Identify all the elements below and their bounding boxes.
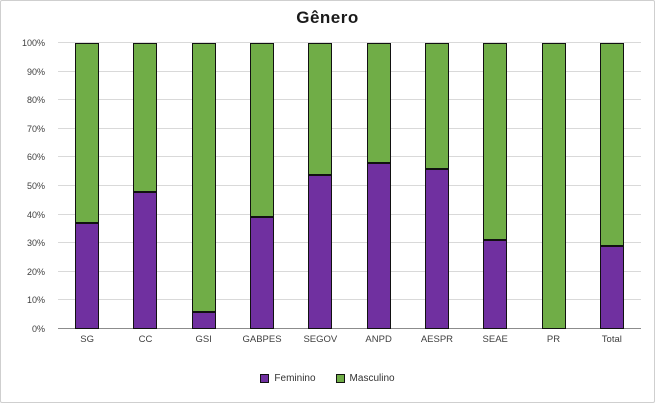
stacked-bar-anpd <box>366 43 391 329</box>
stacked-bar-aespr <box>424 43 449 329</box>
masculino-segment <box>191 43 216 312</box>
feminino-swatch <box>260 374 270 383</box>
legend-item-masculino: Masculino <box>335 373 395 384</box>
x-tick-label-cc: CC <box>138 334 153 345</box>
gridline <box>58 99 641 101</box>
gridline <box>58 42 641 43</box>
gridline <box>58 185 641 186</box>
chart-title: Gênero <box>296 8 359 27</box>
stacked-bar-cc <box>133 43 158 329</box>
legend-label-feminino: Feminino <box>274 373 316 384</box>
y-tick-label: 80% <box>26 95 45 106</box>
legend-item-feminino: Feminino <box>260 373 316 384</box>
masculino-swatch <box>335 374 345 383</box>
y-tick-label: 20% <box>26 266 45 277</box>
legend: Feminino Masculino <box>1 373 654 384</box>
feminino-segment <box>308 174 333 329</box>
masculino-segment <box>599 43 624 247</box>
bar-slot-total <box>583 43 641 329</box>
plot-area <box>58 42 641 329</box>
x-tick-label-pr: PR <box>546 334 561 345</box>
bar-slot-aespr <box>408 43 466 329</box>
bar-slot-pr <box>524 43 582 329</box>
y-tick-label: 50% <box>26 181 45 191</box>
y-tick-label: 10% <box>26 295 45 306</box>
x-tick-label-gabpes: GABPES <box>242 334 282 345</box>
bar-slot-cc <box>116 43 174 329</box>
masculino-segment <box>541 43 566 329</box>
feminino-segment <box>483 240 508 329</box>
gridline <box>58 299 641 301</box>
feminino-segment <box>366 163 391 329</box>
feminino-segment <box>133 191 158 329</box>
bar-slot-anpd <box>349 43 407 329</box>
y-tick-label: 70% <box>26 123 45 134</box>
y-axis-labels: 0% 10% 20% 30% 40% 50% 60% 70% 80% 90% 100% <box>1 38 51 334</box>
masculino-segment <box>250 43 275 218</box>
gridline <box>58 270 641 272</box>
masculino-segment <box>366 43 391 164</box>
feminino-segment <box>191 311 216 329</box>
bar-slot-gabpes <box>233 43 291 329</box>
bar-slot-segov <box>291 43 349 329</box>
gridline <box>58 70 641 72</box>
y-tick-label: 0% <box>31 324 45 334</box>
masculino-segment <box>424 43 449 169</box>
masculino-segment <box>75 43 100 224</box>
x-tick-label-sg: SG <box>80 334 95 345</box>
feminino-segment <box>250 217 275 329</box>
bars <box>58 43 641 329</box>
x-tick-label-segov: SEGOV <box>303 334 338 345</box>
x-tick-label-seae: SEAE <box>482 334 508 345</box>
y-tick-label: 30% <box>26 238 45 249</box>
stacked-bar-sg <box>75 43 100 329</box>
bar-slot-sg <box>58 43 116 329</box>
x-axis-line <box>58 328 641 329</box>
y-tick-label: 60% <box>26 152 45 163</box>
feminino-segment <box>424 168 449 329</box>
masculino-segment <box>483 43 508 241</box>
bar-slot-seae <box>466 43 524 329</box>
y-tick-label: 40% <box>26 209 45 220</box>
stacked-bar-pr <box>541 43 566 329</box>
gridline <box>58 242 641 244</box>
x-tick-label-aespr: AESPR <box>420 334 454 345</box>
stacked-bar-segov <box>308 43 333 329</box>
stacked-bar-gabpes <box>250 43 275 329</box>
y-tick-label: 90% <box>26 66 45 77</box>
x-tick-label-anpd: ANPD <box>365 334 392 345</box>
gridline <box>58 213 641 215</box>
stacked-bar-gsi <box>191 43 216 329</box>
legend-label-masculino: Masculino <box>349 373 395 384</box>
x-axis-labels: SG CC GSI GABPES SEGOV ANPD AESPR SEAE PR Total <box>58 334 641 345</box>
feminino-segment <box>599 246 624 329</box>
feminino-segment <box>75 223 100 329</box>
gridline <box>58 127 641 129</box>
masculino-segment <box>133 43 158 192</box>
y-tick-label: 100% <box>21 38 45 48</box>
stacked-bar-seae <box>483 43 508 329</box>
bar-slot-gsi <box>175 43 233 329</box>
stacked-bar-total <box>599 43 624 329</box>
masculino-segment <box>308 43 333 175</box>
gridline <box>58 156 641 158</box>
x-tick-label-gsi: GSI <box>195 334 212 345</box>
x-tick-label-total: Total <box>601 334 622 345</box>
gridlines <box>58 42 641 329</box>
